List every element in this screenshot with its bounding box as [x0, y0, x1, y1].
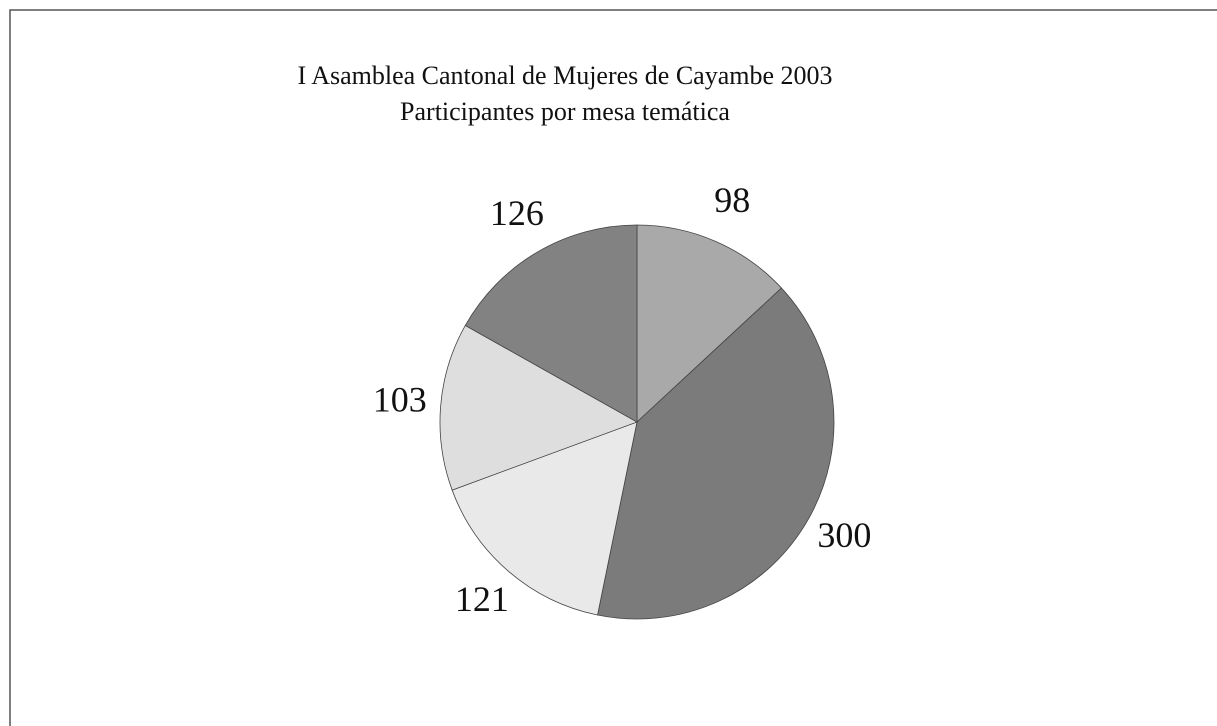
- pie-slice: [636, 224, 783, 423]
- pie-slice: [451, 421, 638, 616]
- chart-subtitle: Participantes por mesa temática: [400, 97, 730, 126]
- pie-slice: [464, 224, 638, 423]
- value-label: 98: [714, 180, 750, 220]
- pie-slice: [439, 324, 638, 491]
- value-label: 126: [490, 193, 544, 233]
- pie-slice: [597, 287, 835, 620]
- value-label: 300: [817, 515, 871, 555]
- value-label: 103: [373, 379, 427, 419]
- frame: [9, 9, 1217, 726]
- chart-title: I Asamblea Cantonal de Mujeres de Cayamb…: [297, 61, 832, 90]
- value-label: 121: [455, 579, 509, 619]
